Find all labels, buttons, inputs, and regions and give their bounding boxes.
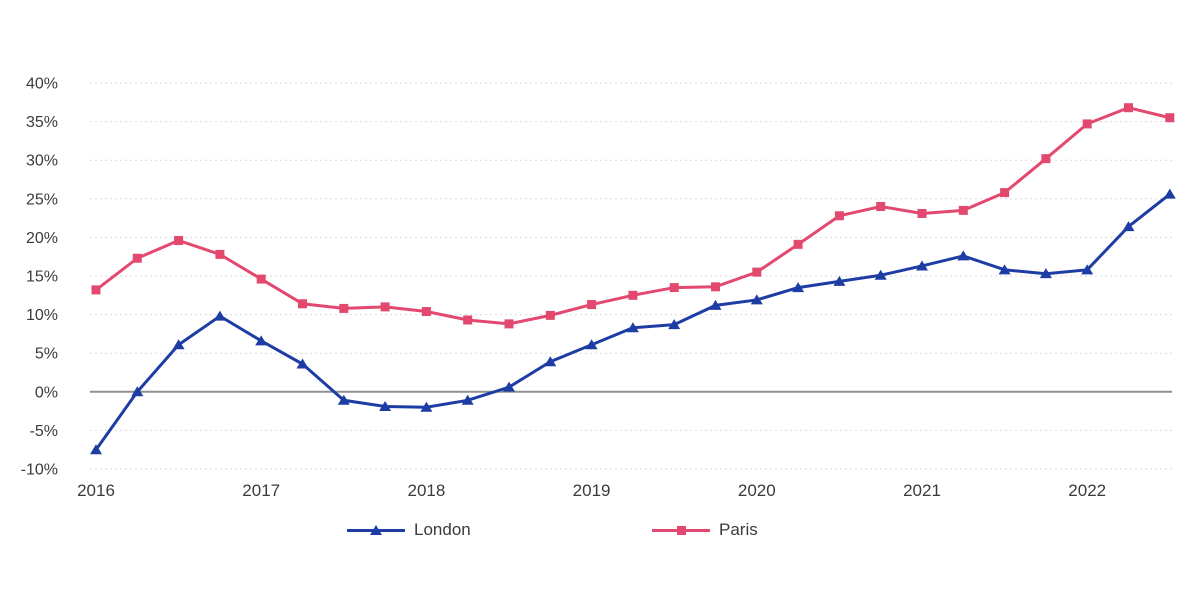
data-point-paris[interactable] — [298, 299, 307, 309]
data-point-paris[interactable] — [711, 282, 720, 292]
data-point-london[interactable] — [379, 400, 392, 411]
y-tick-label: 5% — [35, 346, 58, 363]
data-point-london[interactable] — [172, 339, 185, 350]
data-point-paris[interactable] — [421, 307, 431, 317]
data-point-paris[interactable] — [504, 319, 514, 329]
x-tick-label: 2020 — [738, 481, 776, 500]
x-tick-label: 2017 — [242, 481, 280, 500]
data-point-london[interactable] — [750, 294, 763, 305]
data-point-london[interactable] — [461, 394, 474, 405]
data-point-paris[interactable] — [1000, 188, 1010, 198]
y-tick-label: 25% — [26, 191, 58, 208]
data-point-paris[interactable] — [587, 300, 597, 310]
y-tick-label: 15% — [26, 269, 58, 286]
data-point-paris[interactable] — [1082, 119, 1092, 129]
data-point-paris[interactable] — [628, 290, 638, 300]
data-point-paris[interactable] — [1041, 154, 1051, 164]
legend-label-paris: Paris — [719, 520, 758, 539]
x-tick-label: 2018 — [407, 481, 445, 500]
data-point-paris[interactable] — [339, 303, 349, 313]
london-series-swatch — [347, 524, 405, 536]
y-tick-label: -5% — [30, 423, 58, 440]
data-point-london[interactable] — [874, 269, 887, 280]
data-point-london[interactable] — [131, 386, 144, 397]
series-line-london[interactable] — [94, 192, 1171, 451]
data-point-london[interactable] — [668, 319, 681, 330]
legend-item-paris[interactable]: Paris — [652, 518, 758, 542]
data-point-london[interactable] — [1039, 268, 1052, 279]
y-tick-label: 30% — [26, 153, 58, 170]
data-point-paris[interactable] — [917, 208, 927, 218]
square-marker-icon — [677, 526, 686, 535]
data-point-paris[interactable] — [256, 274, 266, 284]
data-point-london[interactable] — [337, 394, 350, 405]
data-point-paris[interactable] — [132, 253, 142, 263]
y-tick-label: 0% — [35, 384, 58, 401]
data-point-london[interactable] — [90, 444, 102, 455]
data-point-paris[interactable] — [1165, 113, 1175, 123]
data-point-paris[interactable] — [958, 205, 968, 215]
data-point-paris[interactable] — [545, 310, 555, 320]
data-point-paris[interactable] — [752, 267, 762, 277]
chart-legend: London Paris — [0, 518, 1200, 544]
legend-item-london[interactable]: London — [347, 518, 471, 542]
data-point-paris[interactable] — [380, 302, 390, 312]
data-point-london[interactable] — [585, 339, 598, 350]
data-point-london[interactable] — [544, 356, 557, 367]
data-point-london[interactable] — [792, 282, 805, 293]
data-point-london[interactable] — [833, 275, 846, 286]
data-point-paris[interactable] — [215, 249, 225, 259]
data-point-paris[interactable] — [463, 315, 473, 325]
data-point-london[interactable] — [957, 250, 970, 261]
data-point-london[interactable] — [1122, 221, 1135, 232]
data-point-london[interactable] — [213, 310, 226, 321]
y-tick-label: 40% — [26, 76, 58, 93]
data-point-paris[interactable] — [1124, 103, 1133, 113]
y-tick-label: 35% — [26, 114, 58, 131]
x-tick-label: 2019 — [573, 481, 611, 500]
data-point-london[interactable] — [503, 381, 515, 392]
y-tick-label: -10% — [21, 462, 58, 479]
data-point-london[interactable] — [255, 335, 268, 346]
data-point-london[interactable] — [296, 358, 309, 369]
paris-series-swatch — [652, 524, 710, 536]
data-point-london[interactable] — [709, 299, 722, 310]
data-point-paris[interactable] — [669, 283, 679, 293]
data-point-paris[interactable] — [876, 202, 886, 212]
data-point-paris[interactable] — [834, 211, 844, 221]
data-point-london[interactable] — [1081, 264, 1094, 275]
legend-label-london: London — [414, 520, 471, 539]
data-point-london[interactable] — [626, 322, 639, 333]
data-point-paris[interactable] — [91, 285, 101, 295]
data-point-paris[interactable] — [174, 235, 184, 245]
data-point-london[interactable] — [998, 264, 1011, 275]
x-tick-label: 2021 — [903, 481, 941, 500]
data-point-paris[interactable] — [793, 239, 803, 249]
data-point-london[interactable] — [420, 401, 433, 412]
x-tick-label: 2016 — [77, 481, 115, 500]
data-point-london[interactable] — [916, 260, 928, 271]
data-point-london[interactable] — [1163, 188, 1176, 199]
x-tick-label: 2022 — [1068, 481, 1106, 500]
y-tick-label: 20% — [26, 230, 58, 247]
y-tick-label: 10% — [26, 307, 58, 324]
triangle-marker-icon — [370, 525, 382, 535]
